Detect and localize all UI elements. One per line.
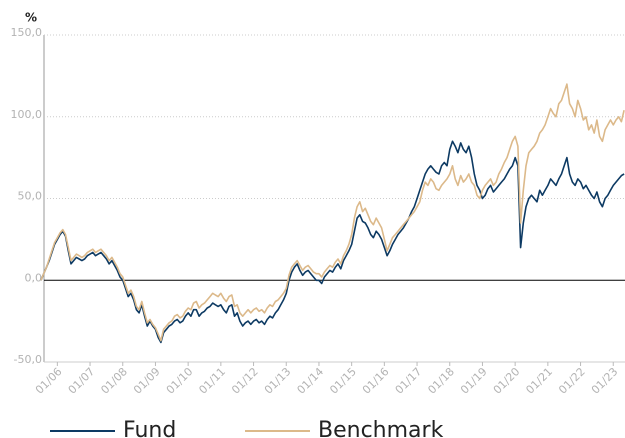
- x-tick-label: 01/10: [164, 365, 196, 397]
- x-tick-label: 01/21: [523, 365, 555, 397]
- x-tick-label: 01/20: [491, 365, 523, 397]
- x-tick-label: 01/08: [98, 365, 130, 397]
- x-tick-label: 01/17: [393, 365, 425, 397]
- legend-label: Benchmark: [318, 418, 444, 438]
- x-tick-label: 01/18: [425, 365, 457, 397]
- x-tick-label: 01/14: [295, 365, 327, 397]
- y-tick-label: 100,0: [11, 108, 43, 121]
- series-line: [40, 140, 625, 344]
- series-line: [40, 83, 625, 342]
- y-tick-label: 150,0: [11, 26, 43, 39]
- x-tick-label: 01/07: [66, 365, 98, 397]
- y-tick-label: 50,0: [18, 190, 43, 203]
- y-axis-label: %: [25, 11, 37, 25]
- x-tick-label: 01/12: [229, 365, 261, 397]
- x-tick-label: 01/16: [360, 365, 392, 397]
- x-tick-label: 01/23: [589, 365, 621, 397]
- legend-label: Fund: [123, 418, 176, 438]
- x-tick-label: 01/15: [327, 365, 359, 397]
- x-tick-label: 01/13: [262, 365, 294, 397]
- x-tick-label: 01/11: [196, 365, 228, 397]
- x-tick-label: 01/06: [33, 365, 65, 397]
- y-tick-label: 0,0: [25, 271, 43, 284]
- x-tick-label: 01/09: [131, 365, 163, 397]
- x-tick-label: 01/22: [556, 365, 588, 397]
- x-tick-label: 01/19: [458, 365, 490, 397]
- y-tick-label: -50,0: [14, 353, 42, 366]
